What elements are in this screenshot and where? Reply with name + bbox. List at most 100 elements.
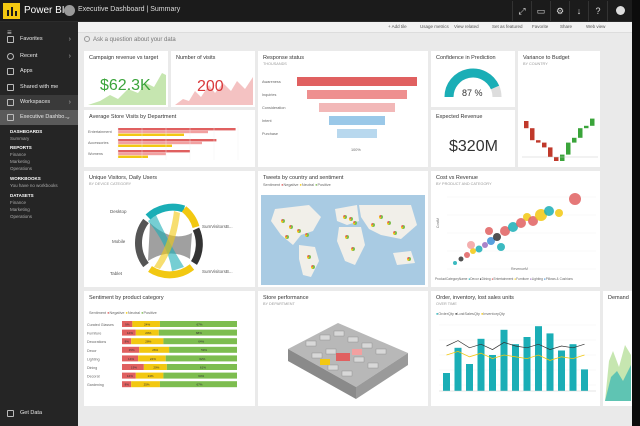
map-pie-marker[interactable] xyxy=(285,235,289,239)
map-pie-marker[interactable] xyxy=(297,229,301,233)
tile-sentiment[interactable]: Sentiment by product category Sentiment … xyxy=(84,291,255,406)
map-pie-marker[interactable] xyxy=(351,247,355,251)
map-pie-marker[interactable] xyxy=(343,215,347,219)
sidebar-item-executive[interactable]: Executive Dashbo... ⌄ xyxy=(0,110,78,125)
tile-response-status[interactable]: Response status THOUSANDS Awareness Inqui… xyxy=(258,51,428,167)
tile-confidence[interactable]: Confidence in Prediction 87 % xyxy=(431,51,515,107)
legend-decor: Decor xyxy=(470,277,479,281)
tile-order-inventory[interactable]: Order, inventory, lost sales units OVER … xyxy=(431,291,600,406)
tile-number-of-visits[interactable]: Number of visits 200 xyxy=(171,51,255,107)
sidebar-item-workspaces[interactable]: Workspaces › xyxy=(0,95,78,110)
powerbi-logo-icon[interactable] xyxy=(3,3,20,19)
tile-cost-revenue[interactable]: Cost vs Revenue BY PRODUCT AND CATEGORY … xyxy=(431,171,600,287)
world-map[interactable] xyxy=(261,195,425,285)
tile-subtitle: THOUSANDS xyxy=(263,62,287,66)
sidebar-item-recent[interactable]: Recent › xyxy=(0,49,78,64)
map-pie-marker[interactable] xyxy=(281,219,285,223)
map-pie-marker[interactable] xyxy=(311,265,315,269)
web-view-button[interactable]: Web view xyxy=(586,24,606,29)
world-map-shapes xyxy=(271,205,417,277)
nav-report-finance[interactable]: Finance xyxy=(10,152,27,157)
funnel-stage-label: Intent xyxy=(262,119,272,123)
breadcrumb[interactable]: Executive Dashboard | Summary xyxy=(78,6,181,13)
map-pie-marker[interactable] xyxy=(353,221,357,225)
waterfall-bar xyxy=(560,154,565,161)
sentiment-category-label: Curated Glasses xyxy=(87,323,114,327)
share-button[interactable]: Share xyxy=(560,24,573,29)
chevron-right-icon: › xyxy=(68,36,71,43)
order-legend: ●OrderQty ●LostSalesQty ●InventoryQty xyxy=(436,312,505,316)
nav-dataset-finance[interactable]: Finance xyxy=(10,200,27,205)
map-pie-marker[interactable] xyxy=(393,231,397,235)
chord-label-sumvisitors-b: SumVisitorsB... xyxy=(202,269,233,274)
tile-variance-budget[interactable]: Variance to Budget BY COUNTRY xyxy=(518,51,600,167)
tile-unique-visitors[interactable]: Unique Visitors, Daily Users BY DEVICE C… xyxy=(84,171,255,287)
tile-demand[interactable]: Demand xyxy=(603,291,632,406)
view-related-button[interactable]: View related xyxy=(454,24,479,29)
map-pie-marker[interactable] xyxy=(305,233,309,237)
get-data-icon xyxy=(7,410,14,417)
user-icon[interactable] xyxy=(607,1,632,21)
section-dashboards: DASHBOARDS xyxy=(10,129,43,134)
tile-title: Unique Visitors, Daily Users xyxy=(89,175,158,181)
nav-dataset-operations[interactable]: Operations xyxy=(10,214,33,219)
order-combo-chart xyxy=(439,324,596,392)
set-featured-button[interactable]: Set as featured xyxy=(492,24,523,29)
map-pie-marker[interactable] xyxy=(349,217,353,221)
sidebar-item-shared[interactable]: Shared with me xyxy=(0,80,78,95)
sentiment-category-label: Gardening xyxy=(87,383,104,387)
qa-placeholder: Ask a question about your data xyxy=(93,37,176,43)
map-pie-marker[interactable] xyxy=(387,221,391,225)
sentiment-data-label: 12% xyxy=(127,374,133,378)
chat-icon[interactable]: ▭ xyxy=(531,1,550,21)
favorite-button[interactable]: Favorite xyxy=(532,24,549,29)
waterfall-bar xyxy=(536,140,541,143)
tile-subtitle: BY DEVICE CATEGORY xyxy=(89,182,132,186)
store-visits-bar-chart: Entertainment Accessories Womens xyxy=(88,126,239,160)
add-tile-button[interactable]: + Add tile xyxy=(388,24,407,29)
map-pie-marker[interactable] xyxy=(379,215,383,219)
get-data-button[interactable]: Get Data xyxy=(0,406,78,420)
waterfall-bar xyxy=(572,137,577,143)
map-pie-marker[interactable] xyxy=(307,255,311,259)
funnel-bar xyxy=(297,77,417,86)
map-pie-marker[interactable] xyxy=(407,257,411,261)
nav-dataset-marketing[interactable]: Marketing xyxy=(10,207,30,212)
tile-campaign-revenue[interactable]: Campaign revenue vs target $62.3K xyxy=(84,51,168,107)
tile-title: Sentiment by product category xyxy=(89,295,164,301)
scatter-point xyxy=(464,252,470,258)
expand-icon[interactable]: ⤢ xyxy=(512,1,531,21)
settings-icon[interactable]: ⚙ xyxy=(550,1,569,21)
map-pie-marker[interactable] xyxy=(345,235,349,239)
map-pie-marker[interactable] xyxy=(401,225,405,229)
usage-metrics-button[interactable]: Usage metrics xyxy=(420,24,449,29)
map-pie-marker[interactable] xyxy=(289,225,293,229)
sentiment-bar xyxy=(131,381,160,388)
nav-summary[interactable]: Summary xyxy=(10,136,30,141)
qa-box[interactable]: Ask a question about your data xyxy=(84,36,204,46)
tile-expected-revenue[interactable]: Expected Revenue $320M xyxy=(431,110,515,167)
nav-report-marketing[interactable]: Marketing xyxy=(10,159,30,164)
scatter-point xyxy=(493,233,501,241)
tile-store-visits[interactable]: Average Store Visits by Department Enter… xyxy=(84,110,255,167)
map-pie-marker[interactable] xyxy=(371,223,375,227)
tile-store-performance[interactable]: Store performance BY DEPARTMENT xyxy=(258,291,428,406)
menu-icon[interactable]: ≡ xyxy=(7,28,12,37)
sentiment-data-label: 20% xyxy=(153,365,159,369)
scatter-point xyxy=(500,226,510,236)
sidebar-item-apps[interactable]: Apps xyxy=(0,64,78,79)
sentiment-category-label: Furniture xyxy=(87,332,101,336)
sidebar: ≡ Favorites › Recent › Apps Shared with me… xyxy=(0,22,78,426)
brand-title: Power BI xyxy=(24,5,65,16)
legend-neutral: Neutral xyxy=(301,183,315,187)
sidebar-item-favorites[interactable]: Favorites › xyxy=(0,32,78,47)
nav-report-operations[interactable]: Operations xyxy=(10,166,33,171)
waterfall-bar xyxy=(566,142,571,155)
download-icon[interactable]: ↓ xyxy=(569,1,588,21)
tile-title: Demand xyxy=(608,295,629,301)
store-visits-bar xyxy=(118,128,236,131)
sentiment-data-label: 12% xyxy=(127,331,133,335)
help-icon[interactable]: ? xyxy=(588,1,607,21)
tile-tweets[interactable]: Tweets by country and sentiment Sentimen… xyxy=(258,171,428,287)
tile-title: Campaign revenue vs target xyxy=(89,55,159,61)
